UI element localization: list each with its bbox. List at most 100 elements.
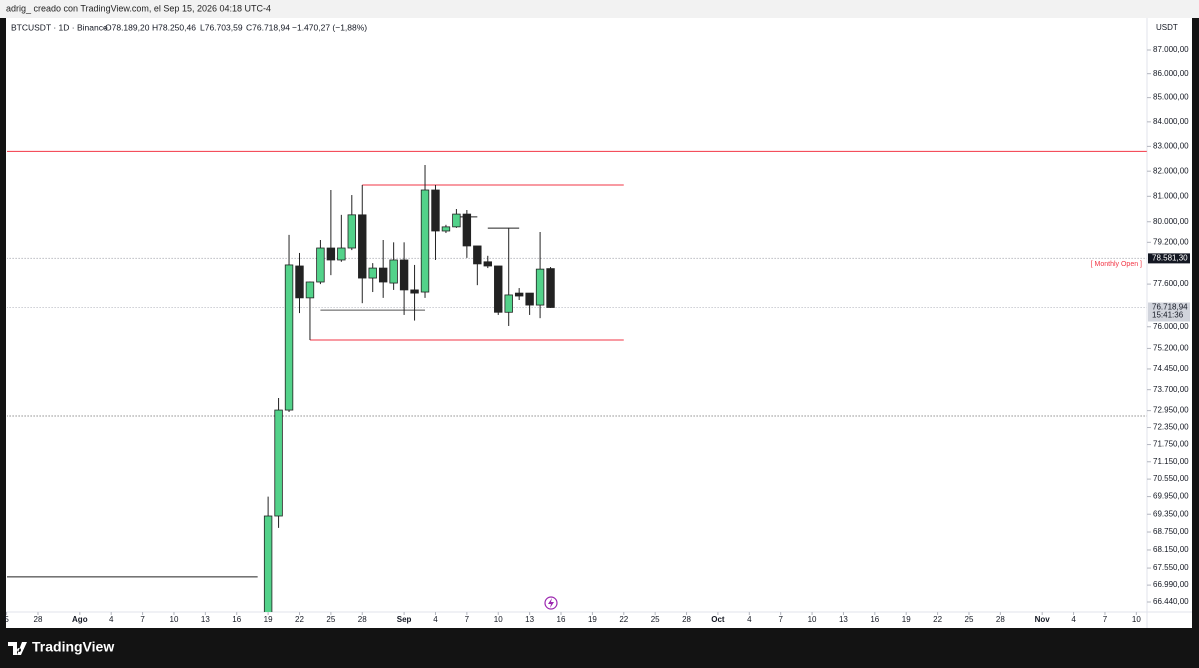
x-tick-label: 7: [778, 615, 783, 624]
y-tick-label: 69.950,00: [1153, 492, 1189, 501]
current-price: 76.718,94: [1152, 303, 1188, 312]
y-tick-label: 69.350,00: [1153, 509, 1189, 518]
x-tick-label: 25: [326, 615, 335, 624]
candle-body: [525, 292, 534, 306]
y-tick-label: 87.000,00: [1153, 45, 1189, 54]
x-tick-label: 4: [109, 615, 114, 624]
x-tick-label: 22: [295, 615, 304, 624]
y-tick-label: 75.200,00: [1153, 344, 1189, 353]
legend-symbol: BTCUSDT · 1D · Binance: [11, 22, 108, 32]
x-tick-label: 10: [1132, 615, 1141, 624]
y-tick-label: 85.000,00: [1153, 93, 1189, 102]
x-tick-label: 13: [839, 615, 848, 624]
x-tick-label: 13: [201, 615, 210, 624]
y-tick-label: 68.150,00: [1153, 545, 1189, 554]
candle-body: [337, 247, 346, 261]
y-tick-label: 81.000,00: [1153, 191, 1189, 200]
lightning-icon[interactable]: [544, 596, 558, 610]
candle-body: [504, 294, 513, 313]
candle-body: [316, 247, 325, 283]
x-tick-label: 19: [264, 615, 273, 624]
x-tick-label: 4: [433, 615, 438, 624]
x-tick-label: 10: [808, 615, 817, 624]
candle-body: [295, 265, 304, 299]
candle-body: [326, 247, 336, 261]
footer-brand: TradingView: [32, 639, 114, 655]
x-tick-label: 19: [588, 615, 597, 624]
y-tick-label: 68.750,00: [1153, 527, 1189, 536]
candle-body: [274, 409, 283, 517]
y-tick-label: 71.150,00: [1153, 457, 1189, 466]
candle-body: [462, 213, 472, 247]
candle-body: [483, 261, 492, 267]
x-tick-label: Sep: [397, 615, 412, 624]
axes: 87.000,00 86.000,00 85.000,00 84.000,00 83.0…: [4, 45, 1190, 624]
footer-logo: [8, 642, 27, 655]
price-tag-bg: [1148, 253, 1190, 264]
legend-change: −1.470,27 (−1,88%): [292, 22, 367, 32]
y-tick-label: 77.600,00: [1153, 279, 1189, 288]
y-tick-label: 67.550,00: [1153, 563, 1189, 572]
plot: [7, 150, 1147, 612]
y-tick-label: 74.450,00: [1153, 364, 1189, 373]
candle-body: [368, 267, 377, 279]
candle-body: [284, 264, 294, 411]
candle-body: [441, 226, 451, 232]
x-tick-label: 13: [525, 615, 534, 624]
price-tag: 78.581,30: [1152, 253, 1188, 262]
candle-body: [535, 268, 545, 306]
x-tick-label: Oct: [711, 615, 725, 624]
y-tick-label: 70.550,00: [1153, 474, 1189, 483]
countdown: 15:41:36: [1152, 311, 1184, 320]
y-tick-label: 80.000,00: [1153, 217, 1189, 226]
x-tick-label: 25: [651, 615, 660, 624]
chart-area: [6, 18, 1192, 628]
y-tick-label: 83.000,00: [1153, 141, 1189, 150]
current-price-bg: [1148, 302, 1190, 322]
candle-body: [358, 214, 367, 279]
legend-close: C76.718,94: [246, 22, 290, 32]
y-tick-label: 66.990,00: [1153, 580, 1189, 589]
x-tick-label: 28: [996, 615, 1005, 624]
y-tick-label: 71.750,00: [1153, 440, 1189, 449]
drawing-label: [ Monthly Open ]: [1091, 261, 1142, 268]
legend-open: O78.189,20: [105, 22, 150, 32]
legend-low: L76.703,59: [200, 22, 243, 32]
x-tick-label: 4: [1071, 615, 1076, 624]
header-text: adrig_ creado con TradingView.com, el Se…: [6, 3, 271, 13]
candle-body: [410, 289, 419, 294]
candle-body: [546, 268, 555, 308]
x-tick-label: 16: [557, 615, 566, 624]
y-tick-label: 72.950,00: [1153, 406, 1189, 415]
x-tick-label: 16: [232, 615, 241, 624]
candle-body: [305, 281, 315, 299]
x-tick-label: 28: [682, 615, 691, 624]
y-tick-label: 79.200,00: [1153, 237, 1189, 246]
candle-body: [378, 267, 388, 283]
y-tick-label: 76.000,00: [1153, 322, 1189, 331]
x-tick-label: 16: [870, 615, 879, 624]
y-tick-label: 73.700,00: [1153, 385, 1189, 394]
y-tick-label: 82.000,00: [1153, 166, 1189, 175]
x-tick-label: 22: [619, 615, 628, 624]
candle-body: [389, 259, 398, 284]
currency-label: USDT: [1156, 23, 1178, 32]
y-tick-label: 84.000,00: [1153, 117, 1189, 126]
candle-body: [420, 189, 430, 293]
candle-body: [514, 292, 524, 297]
x-tick-label: 10: [494, 615, 503, 624]
x-tick-label: 25: [965, 615, 974, 624]
x-tick-label: 7: [465, 615, 470, 624]
x-tick-label: 5: [4, 615, 9, 624]
x-tick-label: 28: [34, 615, 43, 624]
x-tick-label: 28: [358, 615, 367, 624]
candle-body: [347, 214, 356, 249]
x-tick-label: 10: [170, 615, 179, 624]
candle-body: [452, 213, 461, 228]
candle-body: [399, 259, 409, 291]
header-bar: [0, 0, 1199, 18]
x-tick-label: 4: [747, 615, 752, 624]
x-tick-label: Ago: [72, 615, 88, 624]
